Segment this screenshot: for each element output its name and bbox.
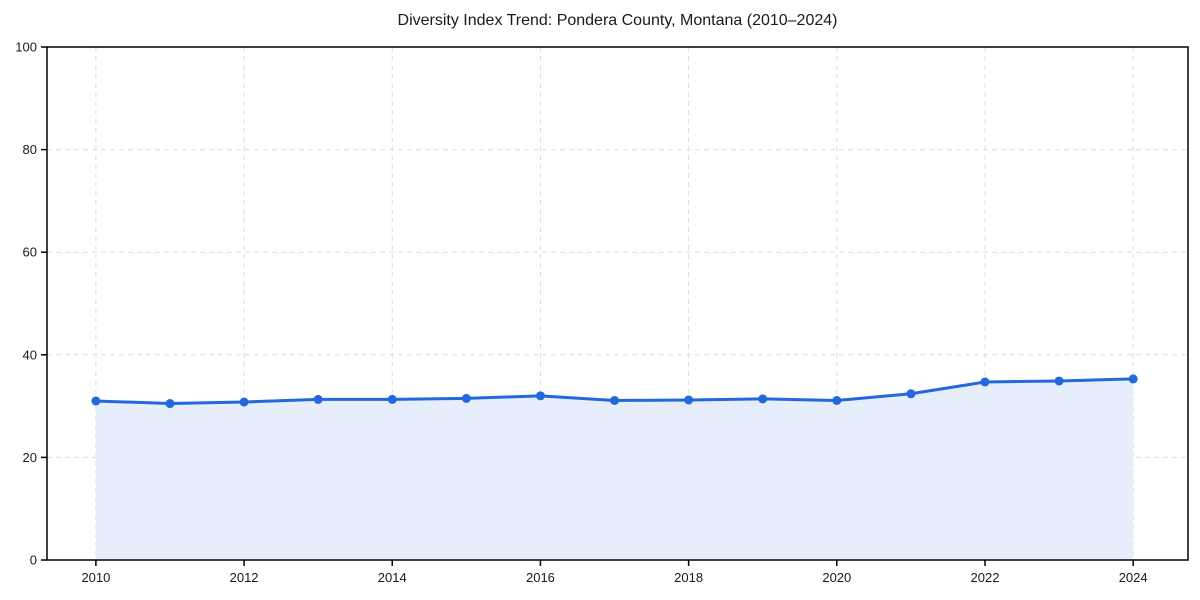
x-tick-label: 2012 <box>230 570 259 585</box>
y-tick-label: 0 <box>30 553 37 568</box>
x-tick-label: 2016 <box>526 570 555 585</box>
x-tick-label: 2024 <box>1119 570 1148 585</box>
data-point <box>165 399 175 409</box>
x-tick-label: 2020 <box>822 570 851 585</box>
y-tick-label: 60 <box>23 245 37 260</box>
data-point <box>313 394 323 404</box>
x-tick-label: 2010 <box>81 570 110 585</box>
x-tick-label: 2018 <box>674 570 703 585</box>
data-point <box>535 391 545 401</box>
area-fill <box>95 378 1134 560</box>
x-tick-label: 2014 <box>378 570 407 585</box>
data-point <box>832 395 842 405</box>
data-point <box>684 395 694 405</box>
data-point <box>1128 374 1138 384</box>
data-point <box>91 396 101 406</box>
y-tick-label: 80 <box>23 142 37 157</box>
data-point <box>758 394 768 404</box>
data-point <box>980 377 990 387</box>
data-point <box>1054 376 1064 386</box>
data-point <box>239 397 249 407</box>
data-point <box>906 389 916 399</box>
data-point <box>610 395 620 405</box>
y-tick-label: 40 <box>23 347 37 362</box>
x-tick-label: 2022 <box>971 570 1000 585</box>
data-point <box>461 393 471 403</box>
y-tick-label: 20 <box>23 450 37 465</box>
chart-title: Diversity Index Trend: Pondera County, M… <box>397 12 838 29</box>
plot-border <box>46 46 1189 561</box>
y-tick-label: 100 <box>15 40 37 55</box>
data-point <box>387 394 397 404</box>
